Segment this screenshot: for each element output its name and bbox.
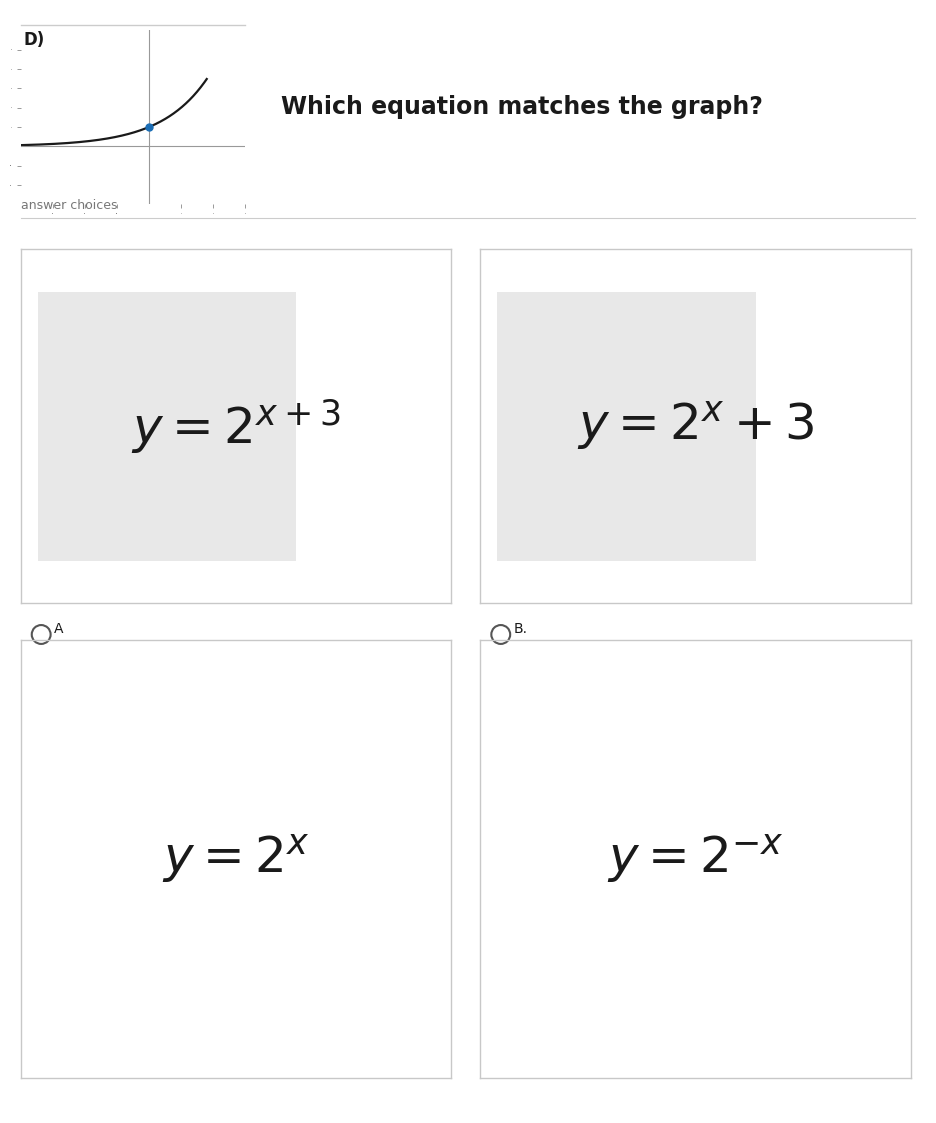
Text: $y = 2^{-x}$: $y = 2^{-x}$: [607, 832, 783, 886]
Text: $y = 2^x + 3$: $y = 2^x + 3$: [577, 399, 814, 454]
Text: answer choices: answer choices: [21, 199, 117, 212]
Bar: [37, 292, 296, 560]
Text: $y = 2^{x+3}$: $y = 2^{x+3}$: [131, 396, 341, 456]
Text: A: A: [54, 622, 64, 636]
Text: D): D): [23, 31, 45, 49]
Text: B.: B.: [514, 622, 528, 636]
Text: Which equation matches the graph?: Which equation matches the graph?: [281, 94, 763, 119]
Bar: [497, 292, 755, 560]
Text: $y = 2^x$: $y = 2^x$: [162, 832, 310, 886]
